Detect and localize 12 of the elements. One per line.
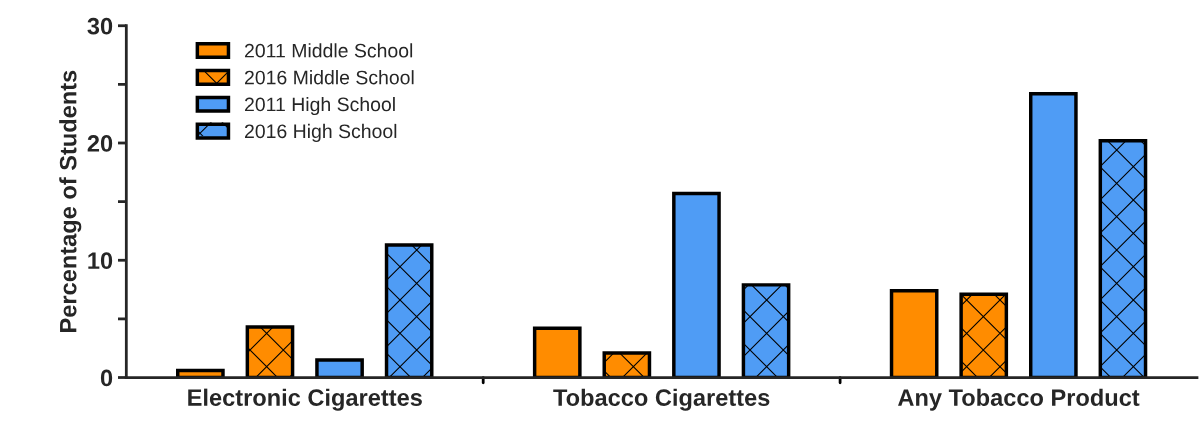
legend-label: 2016 Middle School	[244, 70, 414, 85]
legend-label: 2011 High School	[244, 96, 395, 116]
legend-label: 2016 High School	[244, 123, 397, 142]
x-tick-label: Electronic Cigarettes	[188, 388, 422, 411]
y-tick-label: 20	[87, 135, 113, 152]
x-tick-label: Any Tobacco Product	[898, 388, 1140, 411]
y-tick-label: 0	[100, 369, 113, 387]
x-tick-label: Tobacco Cigarettes	[553, 388, 770, 411]
y-tick-label: 10	[88, 252, 113, 270]
y-axis-title: Percentage of Students	[59, 70, 82, 332]
y-tick-label: 30	[87, 17, 113, 35]
legend-label: 2011 Middle School	[244, 43, 413, 58]
